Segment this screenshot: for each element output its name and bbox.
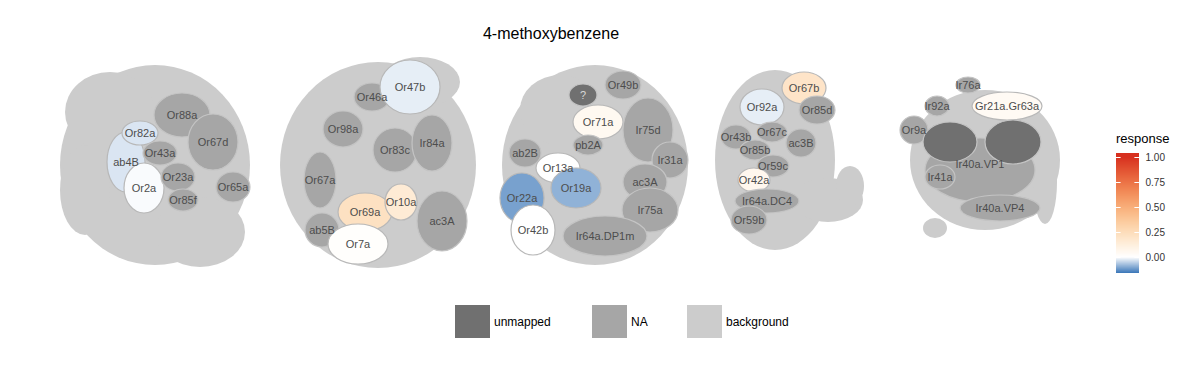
svg-text:Or59b: Or59b [734,214,765,226]
svg-text:Gr21a.Gr63a: Gr21a.Gr63a [975,100,1040,112]
svg-text:Ir84a: Ir84a [419,137,445,149]
svg-text:Or49b: Or49b [608,79,639,91]
svg-text:pb2A: pb2A [575,139,601,151]
svg-text:Or85d: Or85d [802,104,833,116]
svg-text:Ir75a: Ir75a [637,204,663,216]
svg-text:Or85b: Or85b [740,144,771,156]
svg-text:Or19a: Or19a [561,182,592,194]
svg-text:Or46a: Or46a [357,91,388,103]
svg-text:Or59c: Or59c [758,160,788,172]
svg-text:Or7a: Or7a [346,238,371,250]
svg-text:0.50: 0.50 [1146,202,1166,213]
svg-text:Or22a: Or22a [507,192,538,204]
svg-text:Or10a: Or10a [386,196,417,208]
svg-text:Or42a: Or42a [739,174,770,186]
svg-text:Or83c: Or83c [380,144,410,156]
svg-text:0.00: 0.00 [1146,252,1166,263]
svg-text:0.25: 0.25 [1146,227,1166,238]
svg-text:Or13a: Or13a [543,162,574,174]
svg-text:4-methoxybenzene: 4-methoxybenzene [483,25,619,42]
svg-text:Ir64a.DC4: Ir64a.DC4 [742,195,792,207]
svg-text:Or67b: Or67b [789,82,820,94]
svg-text:background: background [726,315,789,329]
svg-text:Or2a: Or2a [132,182,157,194]
svg-text:1.00: 1.00 [1146,152,1166,163]
svg-text:ab2B: ab2B [512,147,538,159]
svg-text:ab5B: ab5B [309,224,335,236]
svg-text:Or43a: Or43a [145,147,176,159]
svg-text:ac3A: ac3A [429,215,455,227]
svg-text:Or42b: Or42b [518,224,549,236]
svg-text:Or67c: Or67c [757,126,787,138]
svg-text:Or23a: Or23a [163,171,194,183]
svg-text:Or69a: Or69a [350,206,381,218]
svg-text:Ir75d: Ir75d [635,124,660,136]
svg-text:Or65a: Or65a [218,181,249,193]
svg-text:ac3A: ac3A [632,176,658,188]
svg-text:response: response [1116,131,1169,146]
svg-text:Ir40a.VP4: Ir40a.VP4 [976,202,1025,214]
svg-text:unmapped: unmapped [494,315,551,329]
svg-text:Ir76a: Ir76a [955,79,981,91]
svg-text:Or67d: Or67d [198,136,229,148]
svg-text:Or71a: Or71a [583,116,614,128]
svg-text:NA: NA [631,315,648,329]
svg-text:Or92a: Or92a [747,101,778,113]
svg-text:ac3B: ac3B [788,137,813,149]
svg-text:Ir64a.DP1m: Ir64a.DP1m [576,230,635,242]
svg-text:Or85f: Or85f [169,194,197,206]
svg-text:Or98a: Or98a [328,123,359,135]
svg-text:Or43b: Or43b [721,131,752,143]
svg-text:Ir31a: Ir31a [657,154,683,166]
svg-text:Or88a: Or88a [167,109,198,121]
svg-text:0.75: 0.75 [1146,177,1166,188]
svg-text:Ir92a: Ir92a [924,100,950,112]
svg-text:Ir40a.VP1: Ir40a.VP1 [956,158,1005,170]
svg-text:ab4B: ab4B [113,156,139,168]
svg-text:Or82a: Or82a [125,127,156,139]
svg-text:Or9a: Or9a [902,124,927,136]
svg-text:?: ? [580,89,586,101]
svg-text:Or67a: Or67a [305,174,336,186]
svg-text:Or47b: Or47b [395,81,426,93]
svg-text:Ir41a: Ir41a [927,171,953,183]
